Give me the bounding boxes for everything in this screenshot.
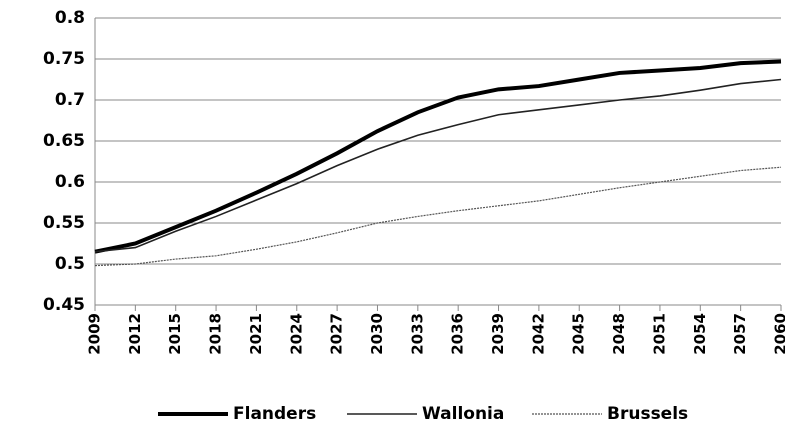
x-tick-label: 2057 bbox=[731, 313, 749, 355]
x-tick-label: 2036 bbox=[449, 313, 467, 355]
x-tick-label: 2021 bbox=[247, 313, 265, 355]
x-tick-label: 2042 bbox=[529, 313, 547, 355]
legend-label: Brussels bbox=[607, 404, 688, 424]
y-tick-label: 0.7 bbox=[55, 90, 85, 110]
x-tick-label: 2060 bbox=[772, 313, 785, 355]
x-tick-label: 2033 bbox=[408, 313, 426, 355]
x-tick-label: 2027 bbox=[328, 313, 346, 355]
y-tick-label: 0.8 bbox=[55, 8, 85, 28]
x-tick-label: 2015 bbox=[166, 313, 184, 355]
x-tick-label: 2039 bbox=[489, 313, 507, 355]
x-tick-label: 2018 bbox=[207, 313, 225, 355]
y-tick-label: 0.75 bbox=[43, 49, 85, 69]
x-tick-label: 2024 bbox=[287, 313, 305, 355]
x-tick-label: 2048 bbox=[610, 313, 628, 355]
series-line bbox=[94, 78, 782, 253]
y-tick-label: 0.55 bbox=[43, 213, 85, 233]
x-tick-label: 2054 bbox=[691, 313, 709, 355]
y-tick-label: 0.45 bbox=[43, 295, 85, 315]
series-line bbox=[94, 59, 782, 254]
x-tick-label: 2009 bbox=[86, 313, 104, 355]
y-tick-label: 0.5 bbox=[55, 254, 85, 274]
y-tick-label: 0.6 bbox=[55, 172, 85, 192]
x-tick-label: 2051 bbox=[650, 313, 668, 355]
legend-label: Wallonia bbox=[422, 404, 504, 424]
x-tick-label: 2045 bbox=[570, 313, 588, 355]
y-tick-label: 0.65 bbox=[43, 131, 85, 151]
legend-label: Flanders bbox=[233, 404, 316, 424]
series-line bbox=[94, 166, 782, 267]
x-tick-label: 2012 bbox=[126, 313, 144, 355]
x-tick-label: 2030 bbox=[368, 313, 386, 355]
